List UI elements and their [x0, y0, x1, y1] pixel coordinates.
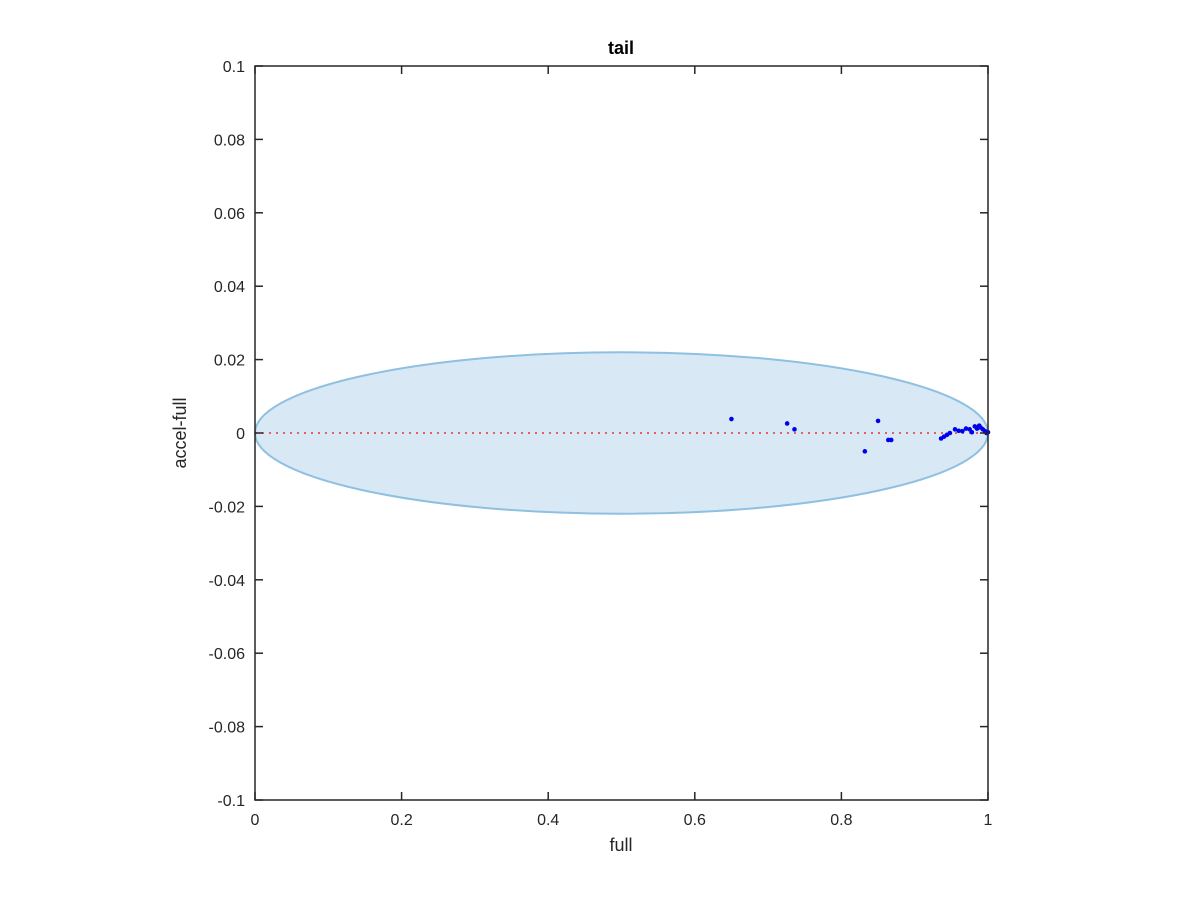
data-point [960, 428, 965, 434]
data-point [947, 430, 953, 436]
y-tick-label: -0.08 [209, 720, 246, 737]
data-point [792, 427, 797, 432]
x-tick-label: 1 [984, 812, 993, 829]
y-tick-label: 0.02 [214, 353, 245, 370]
y-tick-label: 0.04 [214, 279, 245, 296]
data-point [888, 437, 894, 443]
data-point [956, 428, 961, 434]
plot-area: 0 0.2 0.4 0.6 0.8 1 0.1 0.08 0.06 0.04 0.02 0 -0.02 -… [209, 59, 993, 829]
x-tick-label: 0.4 [537, 812, 559, 829]
y-tick-label: -0.02 [209, 499, 246, 516]
data-point [875, 418, 881, 424]
x-axis-label: full [609, 835, 632, 855]
y-tick-label: -0.06 [209, 646, 246, 663]
x-tick-label: 0.8 [830, 812, 852, 829]
data-point [969, 429, 975, 435]
data-point [784, 421, 790, 426]
x-tick-label: 0.2 [390, 812, 412, 829]
y-tick-label: -0.1 [217, 793, 245, 810]
data-point [862, 449, 868, 454]
y-tick-label: 0 [236, 426, 245, 443]
chart-title: tail [608, 38, 634, 58]
y-tick-label: 0.06 [214, 206, 245, 223]
y-tick-label: -0.04 [209, 573, 246, 590]
data-point [729, 416, 734, 422]
data-point [952, 427, 958, 432]
y-tick-label: 0.08 [214, 132, 245, 149]
y-axis-label: accel-full [170, 397, 190, 468]
x-tick-label: 0.6 [684, 812, 706, 829]
y-tick-label: 0.1 [223, 59, 245, 76]
x-tick-label: 0 [251, 812, 260, 829]
data-point [963, 426, 969, 431]
